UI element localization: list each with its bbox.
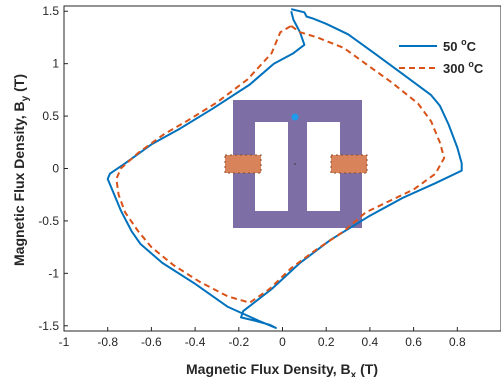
measurement-marker — [291, 113, 299, 121]
x-tick-label: -0.8 — [97, 335, 118, 349]
x-tick-label: 0.2 — [318, 335, 335, 349]
legend-label-50c-unit: C — [467, 39, 477, 54]
x-tick-label: -1 — [59, 335, 70, 349]
x-axis-label: Magnetic Flux Density, Bx (T) — [186, 361, 378, 377]
series-line-300c — [115, 25, 446, 304]
y-tick-label: 1 — [52, 57, 59, 71]
x-axis-label-subscript: x — [351, 370, 357, 377]
legend-label-300c-unit: C — [474, 61, 484, 76]
coil-right — [330, 154, 368, 174]
x-tick-label: 0.4 — [362, 335, 379, 349]
legend-label-50c-sup: o — [461, 37, 467, 47]
x-tick-label: -0.2 — [228, 335, 249, 349]
legend: 50 oC 300 oC — [399, 37, 484, 76]
legend-label-300c-main: 300 — [443, 61, 468, 76]
series-layer — [106, 8, 463, 329]
x-tick-label: 0.6 — [405, 335, 422, 349]
y-axis-label-unit: (T) — [11, 74, 27, 96]
y-axis-label-main: Magnetic Flux Density, B — [11, 101, 27, 266]
y-axis-label: Magnetic Flux Density, By (T) — [11, 74, 31, 266]
x-axis-label-unit: (T) — [356, 361, 378, 377]
y-tick-label: 1.5 — [42, 4, 59, 18]
legend-label-50c-main: 50 — [443, 39, 461, 54]
legend-label-50c: 50 oC — [443, 37, 477, 54]
y-axis-label-subscript: y — [20, 95, 31, 101]
x-axis-label-main: Magnetic Flux Density, B — [186, 361, 351, 377]
coil-left — [224, 154, 262, 174]
x-tick-label: -0.6 — [141, 335, 162, 349]
x-tick-label: 0.8 — [449, 335, 466, 349]
y-tick-label: -1 — [48, 266, 59, 280]
x-tick-label: 0 — [279, 335, 286, 349]
y-tick-label: -1.5 — [38, 319, 59, 333]
transformer-inset — [224, 100, 368, 228]
x-tick-label: -0.4 — [185, 335, 206, 349]
legend-label-300c: 300 oC — [443, 59, 484, 76]
series-line-50c — [106, 8, 463, 329]
y-tick-label: 0.5 — [42, 109, 59, 123]
legend-label-300c-sup: o — [468, 59, 474, 69]
center-dot — [294, 163, 296, 165]
ticks-layer: -1 -0.8 -0.6 -0.4 -0.2 0 0.2 0.4 0.6 0.8-1.5-1-0.… — [38, 4, 466, 349]
y-tick-label: 0 — [52, 162, 59, 176]
y-tick-label: -0.5 — [38, 214, 59, 228]
